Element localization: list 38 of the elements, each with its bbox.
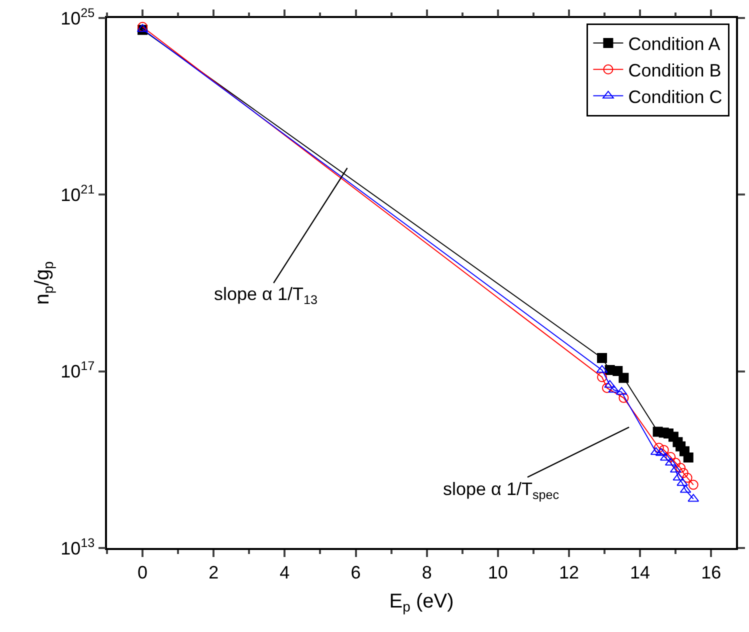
y-tick-label: 10$^{13}$ (60, 536, 95, 558)
y-tick-label: 10$^{25}$ (60, 6, 95, 28)
x-tick-label: 8 (422, 562, 432, 582)
point (608, 384, 620, 393)
annotation: slope α 1/T$_{spec}$ (443, 479, 560, 502)
point (602, 382, 612, 393)
point (597, 372, 608, 382)
point (666, 452, 676, 462)
point (682, 472, 692, 483)
x-tick-label: 4 (280, 562, 290, 582)
point (658, 444, 669, 455)
x-tick-label: 2 (208, 562, 219, 582)
x-tick-label: 6 (350, 562, 361, 582)
y-tick-label: 10$^{21}$ (60, 182, 95, 205)
annotation: slope α 1/T$_{13}$ (214, 284, 318, 307)
x-tick-label: 0 (138, 562, 148, 582)
point (688, 480, 698, 490)
point (670, 458, 681, 468)
point (660, 452, 672, 461)
x-tick-label: 16 (701, 562, 722, 582)
point (678, 468, 688, 478)
x-tick-label: 14 (630, 562, 650, 582)
point (683, 452, 694, 462)
point (670, 464, 682, 473)
point (618, 372, 629, 383)
point (654, 442, 664, 453)
point (688, 494, 700, 502)
x-axis-title: E$_{p}$ (eV) (389, 590, 454, 615)
point (618, 392, 629, 403)
legend-label: Condition C (628, 86, 722, 107)
x-tick-label: 10 (488, 562, 508, 582)
x-tick-label: 12 (558, 562, 579, 582)
legend-label: Condition B (628, 60, 722, 80)
point (664, 458, 676, 466)
point (676, 462, 686, 473)
legend-label: Condition A (628, 34, 720, 54)
y-tick-label: 10$^{17}$ (60, 359, 95, 382)
point (597, 353, 608, 364)
